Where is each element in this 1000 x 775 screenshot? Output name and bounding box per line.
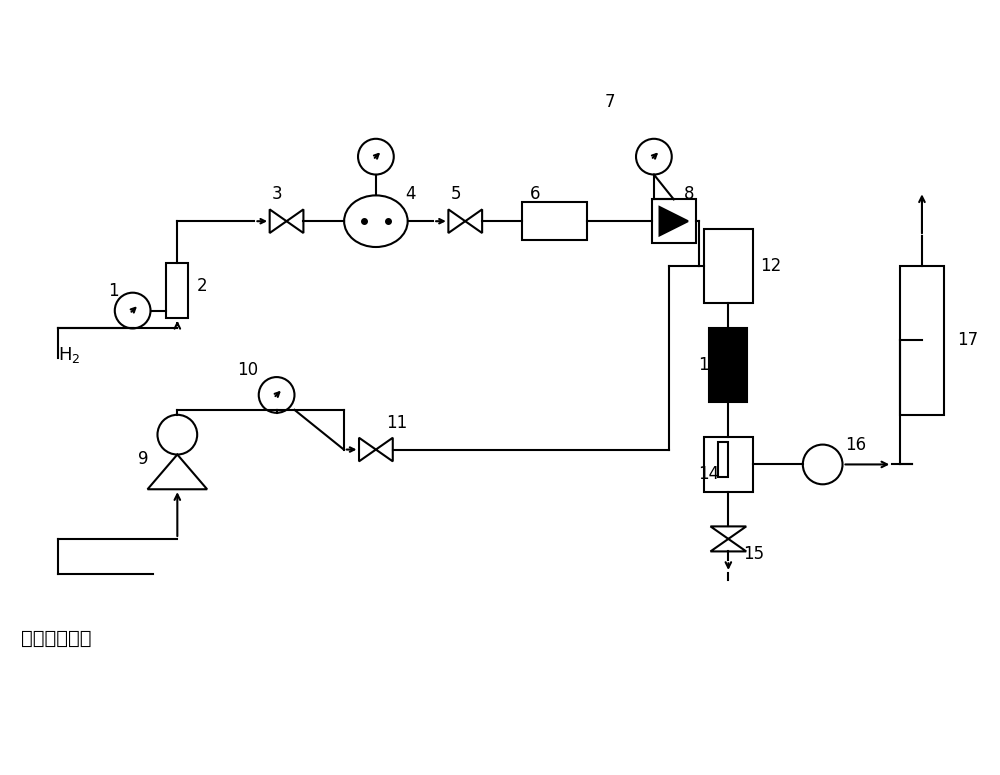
Text: 16: 16	[846, 436, 867, 453]
Text: 14: 14	[699, 465, 720, 484]
Text: 4: 4	[406, 185, 416, 203]
Text: 11: 11	[386, 414, 407, 432]
Text: 8: 8	[684, 185, 694, 203]
Text: 液氨和丙二醇: 液氨和丙二醇	[21, 629, 92, 648]
Bar	[718, 442, 728, 477]
Text: 6: 6	[530, 185, 540, 203]
Text: H$_2$: H$_2$	[58, 345, 81, 365]
Text: 1: 1	[108, 281, 118, 300]
Bar	[704, 437, 753, 492]
Text: 15: 15	[743, 545, 764, 563]
Text: 3: 3	[272, 185, 282, 203]
Bar	[522, 202, 587, 240]
Polygon shape	[660, 207, 688, 236]
Bar	[709, 328, 747, 402]
Bar	[166, 264, 188, 318]
Text: 7: 7	[604, 93, 615, 111]
Text: 13: 13	[699, 356, 720, 374]
Text: 17: 17	[957, 332, 978, 350]
Text: 10: 10	[237, 361, 258, 379]
Bar	[900, 266, 944, 415]
Text: 12: 12	[760, 257, 781, 275]
Text: 2: 2	[197, 277, 208, 294]
Bar	[652, 199, 696, 243]
Text: 9: 9	[138, 450, 148, 468]
Text: 5: 5	[450, 185, 461, 203]
Bar	[704, 229, 753, 303]
